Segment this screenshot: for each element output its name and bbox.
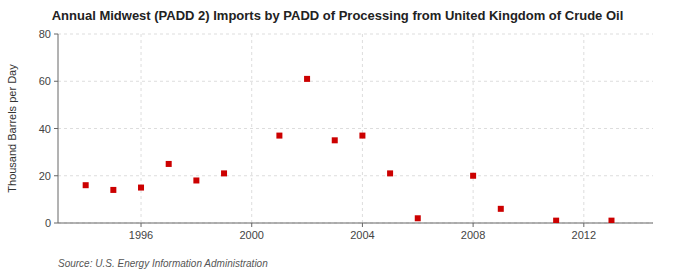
x-grid-line [583,34,584,223]
point [221,170,227,176]
x-tick-label: 2008 [461,229,485,241]
point [553,218,559,223]
x-tick [362,223,363,227]
chart-container: 1996 2000 2004 2008 2012 0 20 40 60 80Annual Midw… [0,0,675,275]
x-axis-line [58,223,653,224]
y-grid-line [58,128,653,129]
x-grid-line [251,34,252,223]
grid [58,34,653,223]
y-tick-label: 0 [45,217,51,229]
y-grid-line [58,81,653,82]
ticks: 1996 2000 2004 2008 2012 0 20 40 60 80 [39,28,596,241]
point [608,218,614,223]
y-tick-label: 80 [39,28,51,40]
point [359,133,365,139]
point [304,76,310,82]
y-tick-label: 20 [39,170,51,182]
x-tick [473,223,474,227]
source-note: Source: U.S. Energy Information Administ… [58,258,268,269]
point [83,182,89,188]
x-tick [583,223,584,227]
point [387,170,393,176]
x-tick-label: 2000 [239,229,263,241]
x-grid-line [473,34,474,223]
y-tick [54,128,58,129]
x-grid-line [362,34,363,223]
point [110,187,116,193]
x-grid-line [141,34,142,223]
y-axis-label: Thousand Barrels per Day [6,64,18,193]
y-tick [54,34,58,35]
y-tick [54,223,58,224]
point [276,133,282,139]
point [415,215,421,221]
y-grid-line [58,175,653,176]
x-tick-label: 2004 [350,229,374,241]
point [193,177,199,183]
point [166,161,172,167]
y-tick-label: 60 [39,75,51,87]
y-tick [54,175,58,176]
y-grid-line [58,223,653,224]
y-tick-label: 40 [39,123,51,135]
point [470,173,476,179]
x-tick-label: 2012 [572,229,596,241]
x-tick [251,223,252,227]
point [138,185,144,191]
point [332,137,338,143]
chart: 1996 2000 2004 2008 2012 0 20 40 60 80Annual Midw… [0,0,675,275]
y-tick [54,81,58,82]
y-grid-line [58,34,653,35]
x-tick [141,223,142,227]
title: Annual Midwest (PADD 2) Imports by PADD … [52,8,624,23]
points [83,76,615,223]
x-tick-label: 1996 [129,229,153,241]
point [498,206,504,212]
